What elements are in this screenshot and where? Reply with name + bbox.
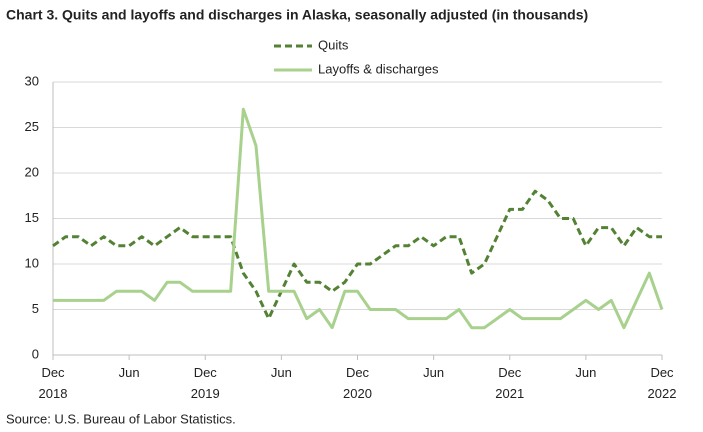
x-tick-label: Dec 2021 <box>495 365 525 401</box>
chart-title: Chart 3. Quits and layoffs and discharge… <box>6 7 588 23</box>
x-tick-label: Dec 2020 <box>343 365 372 401</box>
y-tick-label: 5 <box>32 301 39 316</box>
y-tick-label: 10 <box>25 255 39 270</box>
x-tick-label: Dec 2019 <box>190 365 220 401</box>
series-line <box>53 107 664 330</box>
source-note: Source: U.S. Bureau of Labor Statistics. <box>6 411 236 426</box>
y-tick-label: 30 <box>25 73 39 88</box>
x-tick-label: Jun <box>575 365 597 380</box>
legend-label: Quits <box>318 37 349 52</box>
y-tick-label: 0 <box>32 346 39 361</box>
x-tick-label: Jun <box>270 365 292 380</box>
y-tick-label: 25 <box>25 119 39 134</box>
x-tick-label: Jun <box>118 365 140 380</box>
x-tick-label: Jun <box>423 365 445 380</box>
x-tick-label: Dec 2022 <box>647 365 677 401</box>
x-tick-label: Dec 2018 <box>38 365 68 401</box>
series-line <box>52 189 662 321</box>
y-tick-label: 15 <box>25 210 39 225</box>
y-tick-label: 20 <box>25 164 39 179</box>
legend-label: Layoffs & discharges <box>318 61 439 76</box>
